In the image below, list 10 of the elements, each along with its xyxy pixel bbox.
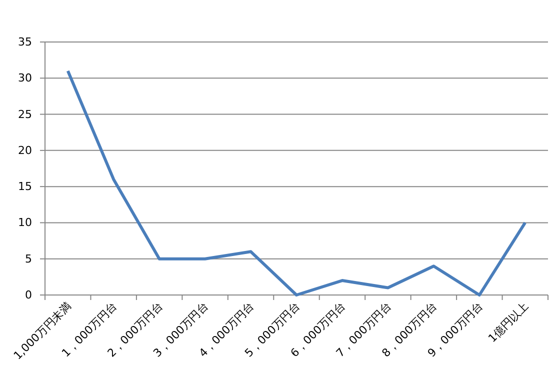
- y-tick-label: 15: [18, 180, 32, 194]
- line-series: [66, 69, 527, 296]
- y-tick-label: 20: [18, 144, 32, 157]
- y-tick-label: 25: [18, 108, 32, 121]
- y-tick-label: 30: [18, 72, 32, 85]
- y-tick-label: 5: [25, 252, 32, 266]
- x-tick-label: 1億円以上: [486, 300, 532, 345]
- y-tick-label: 10: [18, 216, 32, 230]
- y-tick-label: 0: [25, 288, 32, 302]
- y-tick-label: 35: [18, 36, 32, 49]
